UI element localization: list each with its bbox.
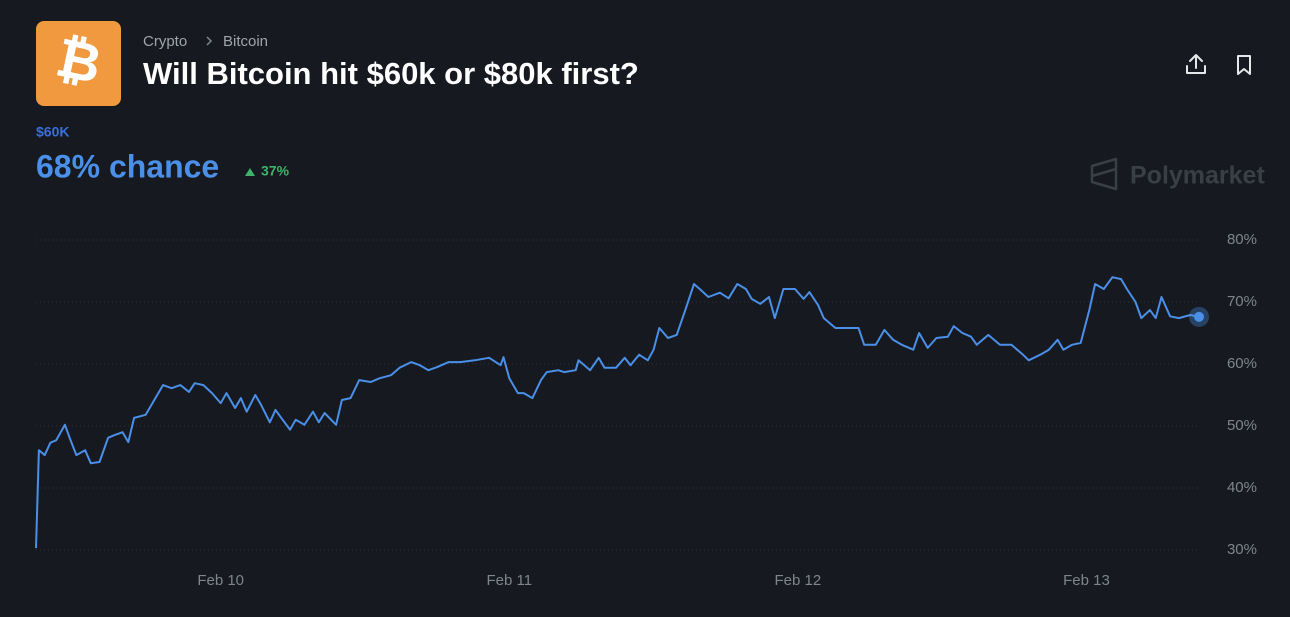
y-tick-label: 60% [1227,355,1257,372]
y-tick-label: 70% [1227,293,1257,310]
endpoint [1194,311,1204,322]
chance: 68% chance [36,148,219,184]
y-tick-label: 30% [1227,541,1257,558]
x-tick-label: Feb 10 [197,572,244,589]
share-button[interactable] [1186,54,1206,74]
y-tick-label: 80% [1227,231,1257,248]
x-tick-label: Feb 11 [486,572,532,589]
price-line [35,276,1200,549]
brand-name: Polymarket [1130,162,1265,190]
y-tick-label: 50% [1227,417,1257,434]
y-tick-label: 40% [1227,479,1257,496]
breadcrumb[interactable]: Bitcoin [223,33,268,50]
x-tick-label: Feb 13 [1063,572,1110,589]
change: 37% [261,163,290,179]
market-icon: ₿ [36,21,121,106]
outcome-label: $60K [36,124,69,140]
breadcrumb[interactable]: Crypto [143,33,187,50]
breadcrumb-separator [206,36,213,46]
change-arrow [245,168,255,176]
bookmark-button[interactable] [1237,55,1251,75]
x-tick-label: Feb 12 [775,572,822,589]
market-title: Will Bitcoin hit $60k or $80k first? [143,56,639,91]
brand-logo [1090,157,1118,191]
